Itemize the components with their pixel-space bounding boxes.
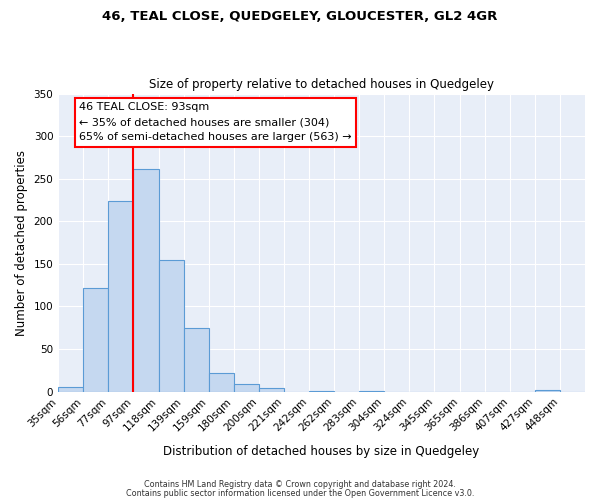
Bar bbox=[309, 391, 334, 392]
Y-axis label: Number of detached properties: Number of detached properties bbox=[15, 150, 28, 336]
Text: 46 TEAL CLOSE: 93sqm
← 35% of detached houses are smaller (304)
65% of semi-deta: 46 TEAL CLOSE: 93sqm ← 35% of detached h… bbox=[79, 102, 352, 142]
Bar bbox=[259, 388, 284, 392]
Bar bbox=[58, 386, 83, 392]
Bar bbox=[535, 390, 560, 392]
Text: Contains public sector information licensed under the Open Government Licence v3: Contains public sector information licen… bbox=[126, 488, 474, 498]
Bar bbox=[359, 391, 385, 392]
Bar bbox=[184, 328, 209, 392]
Bar bbox=[109, 201, 133, 392]
Bar bbox=[209, 373, 234, 392]
Bar bbox=[158, 260, 184, 392]
Text: Contains HM Land Registry data © Crown copyright and database right 2024.: Contains HM Land Registry data © Crown c… bbox=[144, 480, 456, 489]
Bar bbox=[83, 288, 109, 392]
Bar bbox=[234, 384, 259, 392]
X-axis label: Distribution of detached houses by size in Quedgeley: Distribution of detached houses by size … bbox=[163, 444, 480, 458]
Title: Size of property relative to detached houses in Quedgeley: Size of property relative to detached ho… bbox=[149, 78, 494, 91]
Bar bbox=[133, 170, 158, 392]
Text: 46, TEAL CLOSE, QUEDGELEY, GLOUCESTER, GL2 4GR: 46, TEAL CLOSE, QUEDGELEY, GLOUCESTER, G… bbox=[103, 10, 497, 23]
